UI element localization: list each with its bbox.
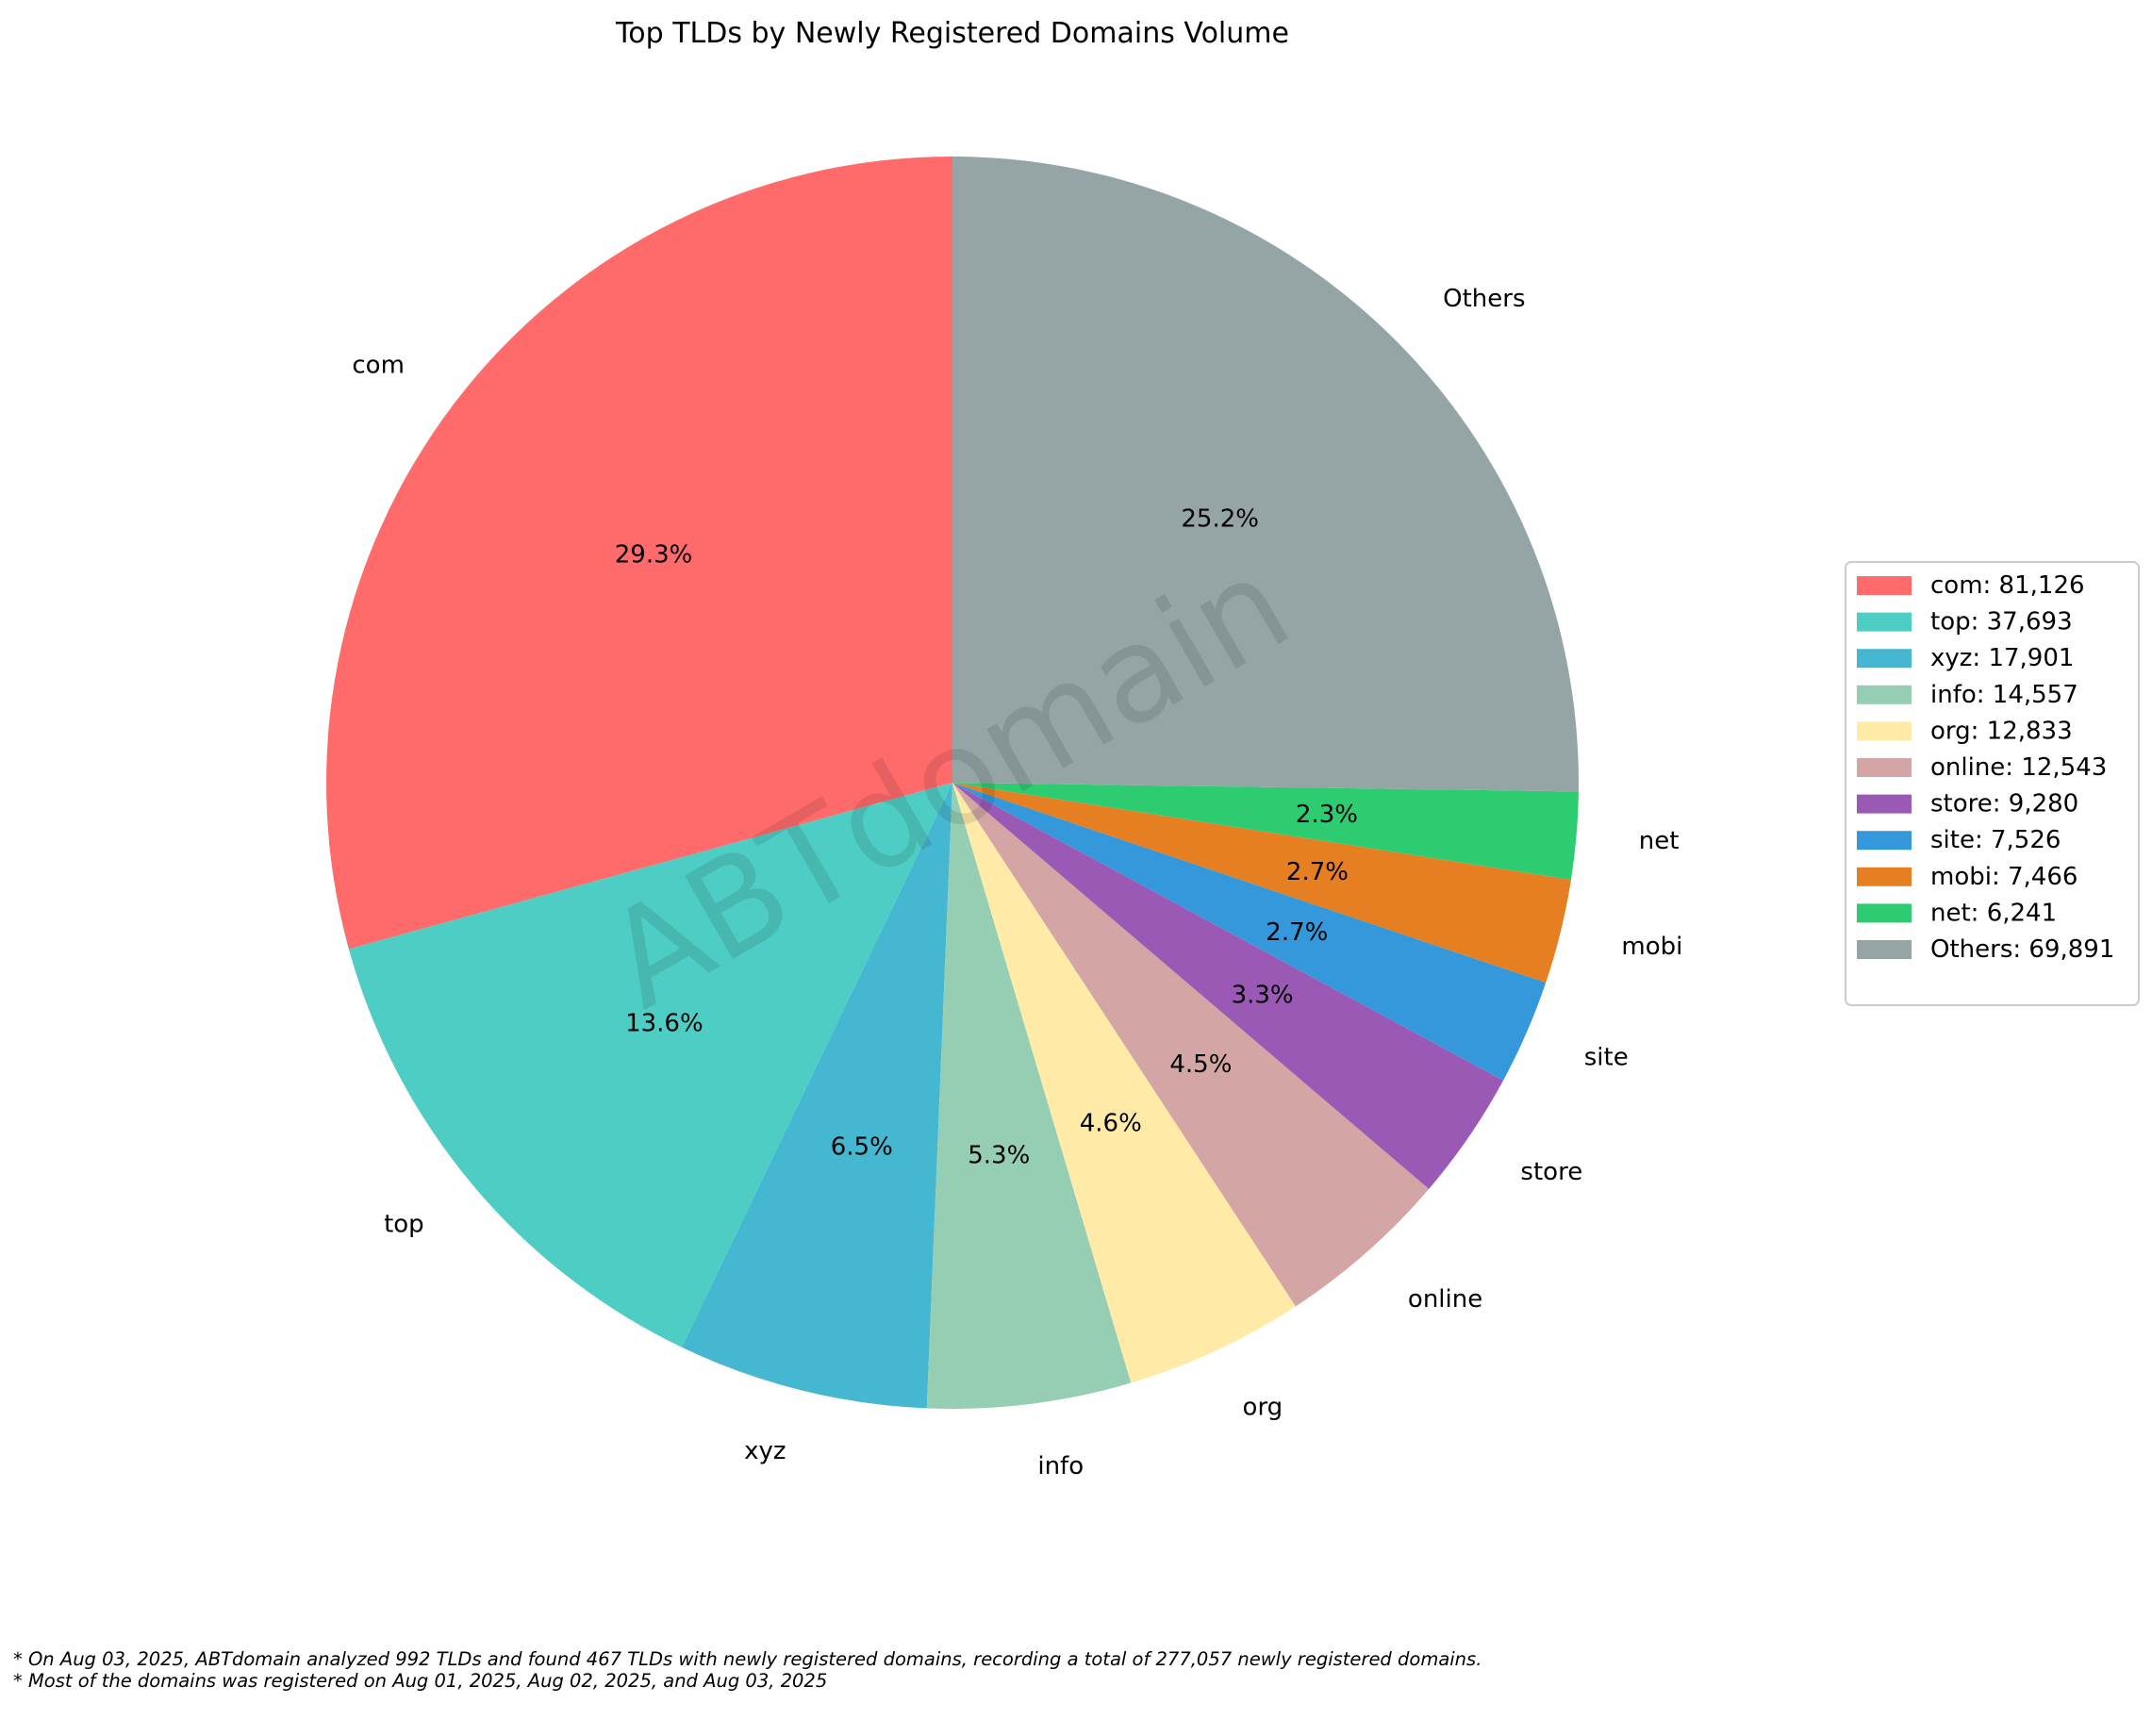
footnote-line: * Most of the domains was registered on …: [13, 1670, 828, 1692]
legend-label-others: Others: 69,891: [1930, 935, 2114, 964]
pie-slice-others: [952, 157, 1579, 792]
percent-label-com: 29.3%: [615, 541, 693, 570]
legend-swatch-online: [1857, 758, 1912, 777]
legend-label-net: net: 6,241: [1930, 899, 2057, 927]
pie-slice-info: [926, 783, 1132, 1410]
slice-percent-labels: 29.3% 13.6% 6.5% 5.3% 4.6% 4.5% 3.3% 2.7% 2.7% 2.…: [615, 504, 1358, 1169]
legend-swatch-others: [1857, 940, 1912, 959]
legend-label-online: online: 12,543: [1930, 753, 2107, 782]
category-label-com: com: [352, 351, 405, 379]
category-label-online: online: [1408, 1285, 1482, 1314]
pie-slice-net: [952, 783, 1579, 880]
legend-label-info: info: 14,557: [1930, 681, 2078, 709]
footnotes: * On Aug 03, 2025, ABTdomain analyzed 99…: [13, 1648, 1482, 1692]
percent-label-top: 13.6%: [625, 1010, 704, 1038]
legend-label-mobi: mobi: 7,466: [1930, 863, 2078, 891]
category-label-top: top: [384, 1211, 424, 1239]
legend-swatch-store: [1857, 794, 1912, 814]
legend-swatch-org: [1857, 721, 1912, 741]
legend-frame: [1845, 561, 2140, 1006]
percent-label-net: 2.3%: [1296, 801, 1358, 829]
percent-label-others: 25.2%: [1181, 504, 1259, 533]
percent-label-store: 3.3%: [1232, 981, 1294, 1009]
category-label-site: site: [1584, 1043, 1629, 1071]
legend-label-com: com: 81,126: [1930, 571, 2085, 600]
category-label-org: org: [1243, 1393, 1283, 1421]
legend-swatch-com: [1857, 576, 1912, 595]
footnote-line: * On Aug 03, 2025, ABTdomain analyzed 99…: [13, 1648, 1482, 1670]
legend-label-site: site: 7,526: [1930, 826, 2061, 854]
legend-swatch-net: [1857, 903, 1912, 923]
chart-title: Top TLDs by Newly Registered Domains Vol…: [615, 17, 1289, 50]
legend-label-store: store: 9,280: [1930, 790, 2078, 818]
pie-slice-online: [952, 783, 1430, 1307]
percent-label-xyz: 6.5%: [831, 1133, 893, 1162]
percent-label-mobi: 2.7%: [1286, 858, 1349, 886]
legend-swatch-site: [1857, 831, 1912, 851]
pie-slice-site: [952, 783, 1547, 1081]
legend-swatch-top: [1857, 612, 1912, 632]
pie-slice-org: [952, 783, 1296, 1383]
legend-label-org: org: 12,833: [1930, 717, 2073, 745]
percent-label-org: 4.6%: [1080, 1109, 1142, 1137]
percent-label-info: 5.3%: [968, 1141, 1030, 1169]
percent-label-online: 4.5%: [1169, 1050, 1232, 1079]
legend: com: 81,126 top: 37,693 xyz: 17,901 info: 1…: [1845, 561, 2140, 1006]
legend-label-top: top: 37,693: [1930, 608, 2073, 637]
legend-label-xyz: xyz: 17,901: [1930, 644, 2074, 672]
legend-swatch-xyz: [1857, 649, 1912, 669]
pie-slices: [325, 157, 1579, 1410]
percent-label-site: 2.7%: [1266, 918, 1328, 947]
category-label-store: store: [1520, 1158, 1582, 1186]
pie-slice-xyz: [681, 783, 952, 1409]
legend-swatch-mobi: [1857, 867, 1912, 886]
slice-category-labels: com top xyz info org online store site mobi net Ot…: [352, 285, 1682, 1480]
category-label-xyz: xyz: [744, 1437, 786, 1465]
category-label-net: net: [1639, 827, 1680, 855]
category-label-mobi: mobi: [1621, 933, 1682, 961]
pie-slice-store: [952, 783, 1504, 1189]
category-label-info: info: [1037, 1452, 1084, 1480]
legend-items: com: 81,126 top: 37,693 xyz: 17,901 info: 1…: [1857, 571, 2114, 964]
pie-slice-mobi: [952, 783, 1571, 984]
category-label-others: Others: [1443, 285, 1525, 313]
legend-swatch-info: [1857, 685, 1912, 704]
pie-slice-top: [348, 783, 952, 1347]
pie-slice-com: [325, 157, 952, 950]
